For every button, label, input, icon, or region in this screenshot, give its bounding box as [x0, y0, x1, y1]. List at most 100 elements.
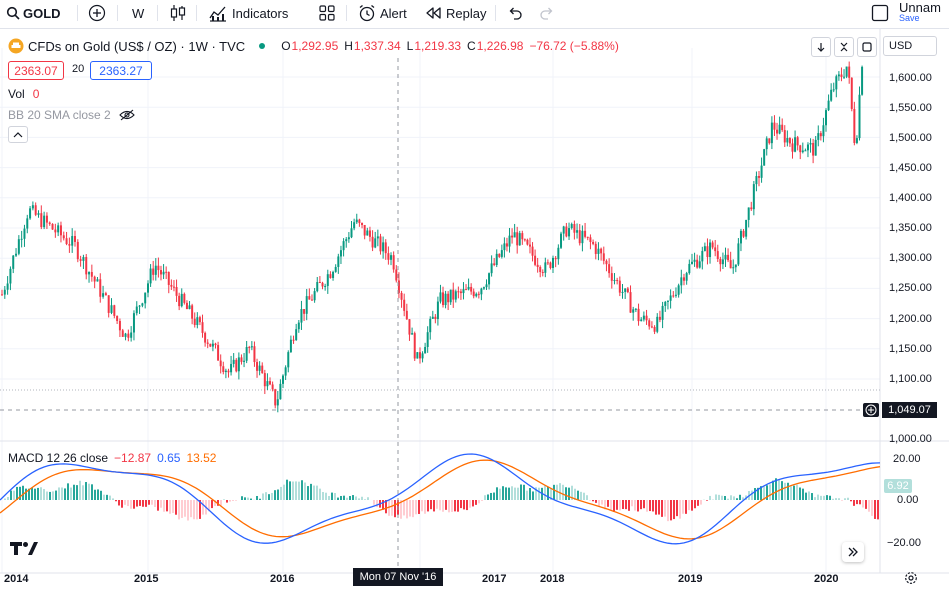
candle-body	[82, 257, 85, 261]
candle-body	[516, 232, 519, 246]
candle-body	[691, 261, 693, 264]
symbol-legend[interactable]: CFDs on Gold (US$ / OZ) · 1W · TVC O 1,29…	[8, 38, 619, 54]
candle-body	[382, 242, 385, 252]
layouts-button[interactable]	[319, 0, 335, 26]
macd-histogram-bar	[847, 497, 849, 500]
macd-histogram-bar	[865, 500, 867, 509]
macd-histogram-bar	[358, 498, 360, 500]
candle-body	[716, 251, 719, 260]
candle-body	[224, 370, 227, 372]
compare-symbol-button[interactable]	[88, 0, 106, 26]
macd-legend[interactable]: MACD 12 26 close −12.87 0.65 13.52	[8, 451, 216, 465]
collapse-pane-button[interactable]	[834, 37, 854, 57]
crosshair-price-label: 1,049.07	[882, 402, 937, 418]
macd-histogram-bar	[184, 500, 186, 517]
candle-body	[783, 130, 786, 143]
macd-histogram-bar	[610, 500, 612, 511]
plus-circle-icon	[865, 404, 877, 416]
candle-body	[334, 266, 337, 272]
scroll-to-realtime-button[interactable]	[842, 542, 864, 562]
candle-body	[573, 224, 576, 233]
eye-hidden-icon[interactable]	[118, 109, 135, 121]
macd-histogram-bar	[340, 495, 342, 500]
candle-body	[300, 309, 303, 323]
replay-button[interactable]: Replay	[425, 0, 486, 26]
macd-histogram-bar	[277, 489, 279, 500]
candle-body	[801, 150, 804, 153]
alert-button[interactable]: Alert	[358, 0, 407, 26]
chart-type-button[interactable]	[170, 0, 186, 26]
currency-select[interactable]: USD	[883, 36, 937, 56]
candle-body	[796, 137, 799, 146]
undo-button[interactable]	[507, 0, 523, 26]
macd-histogram-bar	[598, 500, 600, 507]
macd-histogram-bar	[565, 487, 567, 500]
candle-body	[180, 293, 183, 307]
collapse-legend-button[interactable]	[8, 126, 28, 143]
candle-body	[65, 238, 68, 245]
macd-histogram-bar	[868, 500, 870, 512]
macd-histogram-bar	[31, 487, 33, 500]
macd-histogram-bar	[829, 495, 831, 500]
candle-body	[562, 226, 565, 234]
macd-histogram-bar	[211, 500, 213, 509]
candle-body	[534, 255, 537, 265]
buy-price-button[interactable]: 2363.27	[90, 61, 152, 80]
candle-body	[650, 326, 653, 328]
candle-body	[462, 289, 465, 294]
candle-body	[727, 254, 730, 261]
bollinger-legend[interactable]: BB 20 SMA close 2	[8, 108, 135, 122]
macd-histogram-bar	[688, 500, 690, 511]
macd-histogram-bar	[559, 483, 561, 500]
volume-legend[interactable]: Vol 0	[8, 87, 39, 101]
macd-histogram-bar	[406, 500, 408, 519]
macd-histogram-bar	[469, 500, 471, 508]
maximize-icon	[862, 42, 872, 52]
macd-histogram-bar	[73, 484, 75, 500]
macd-histogram-bar	[781, 481, 783, 500]
candles-icon	[170, 4, 186, 22]
maximize-pane-button[interactable]	[857, 37, 877, 57]
candle-body	[6, 283, 9, 290]
macd-histogram-bar	[475, 500, 477, 505]
candle-body	[79, 259, 82, 261]
legend-high: 1,337.34	[353, 39, 401, 53]
macd-histogram-bar	[493, 492, 495, 500]
candle-body	[240, 357, 243, 362]
time-scale-settings-button[interactable]	[904, 571, 918, 585]
price-chart[interactable]	[0, 28, 949, 603]
candle-body	[107, 295, 110, 313]
candle-body	[840, 74, 843, 77]
market-status-dot	[259, 43, 266, 49]
candle-body	[261, 365, 264, 374]
macd-histogram-bar	[4, 498, 6, 500]
candle-body	[794, 137, 797, 152]
macd-histogram-bar	[601, 500, 603, 505]
macd-histogram-bar	[544, 485, 546, 500]
crosshair-add-button[interactable]	[863, 403, 879, 417]
tradingview-logo[interactable]	[10, 540, 40, 561]
macd-histogram-bar	[445, 500, 447, 510]
macd-histogram-bar	[295, 481, 297, 500]
layout-save-button[interactable]: Unnam Save	[871, 0, 941, 26]
macd-histogram-bar	[766, 485, 768, 500]
macd-histogram-bar	[595, 500, 597, 503]
macd-histogram-bar	[151, 500, 153, 505]
redo-button[interactable]	[539, 0, 555, 26]
macd-histogram-bar	[202, 500, 204, 515]
candle-body	[175, 287, 178, 296]
macd-histogram-bar	[256, 495, 258, 500]
macd-histogram-bar	[100, 490, 102, 500]
interval-button[interactable]: W	[132, 0, 144, 26]
macd-histogram-bar	[670, 500, 672, 521]
candle-body	[297, 322, 300, 330]
macd-histogram-bar	[607, 500, 609, 507]
candle-body	[758, 176, 760, 178]
sell-price-button[interactable]: 2363.07	[8, 61, 64, 80]
symbol-search-button[interactable]: GOLD	[6, 0, 61, 26]
scroll-down-button[interactable]	[811, 37, 831, 57]
candle-body	[88, 272, 91, 275]
indicators-button[interactable]: Indicators	[209, 0, 288, 26]
macd-histogram-bar	[622, 500, 624, 510]
macd-histogram-bar	[634, 500, 636, 511]
